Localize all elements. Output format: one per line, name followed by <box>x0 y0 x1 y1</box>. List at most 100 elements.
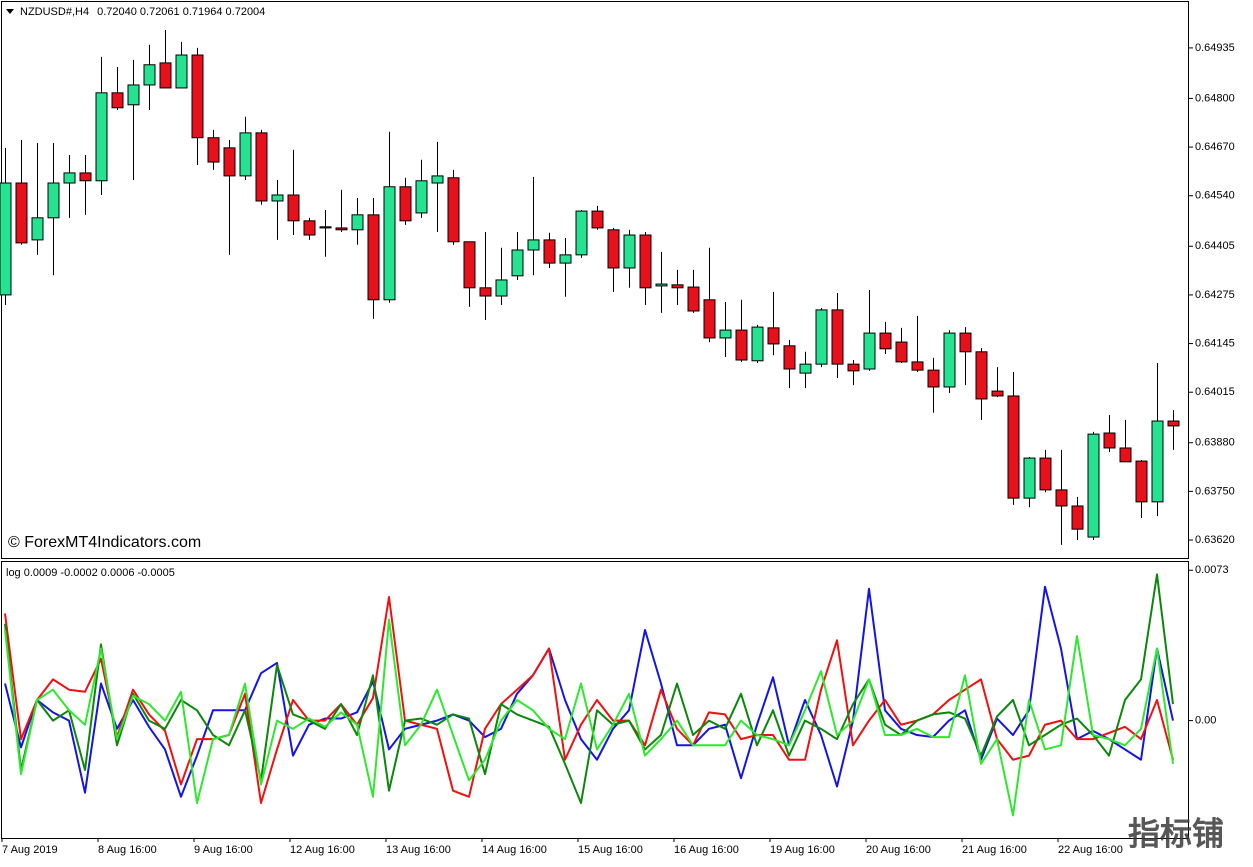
indicator-title: log 0.0009 -0.0002 0.0006 -0.0005 <box>6 567 175 579</box>
candle-body <box>1151 420 1164 503</box>
candle-body <box>415 180 428 214</box>
y-tick-label: 0.64275 <box>1195 289 1235 301</box>
x-tick-label: 16 Aug 16:00 <box>674 844 739 856</box>
candle-body <box>367 214 380 301</box>
candle-body <box>575 210 588 256</box>
candle-body <box>559 254 572 264</box>
candle-body <box>671 284 684 289</box>
candle-body <box>1119 447 1132 463</box>
y-tick-label: 0.00 <box>1195 715 1216 727</box>
candle-body <box>591 210 604 229</box>
candle-body <box>799 363 812 374</box>
indicator-panel <box>1 561 1189 839</box>
x-tick-label: 9 Aug 16:00 <box>194 844 253 856</box>
candle-body <box>959 332 972 353</box>
x-tick-label: 15 Aug 16:00 <box>578 844 643 856</box>
candle-body <box>1167 420 1180 427</box>
candle-body <box>447 177 460 243</box>
x-tick-label: 13 Aug 16:00 <box>386 844 451 856</box>
candle-body <box>1007 395 1020 499</box>
candle-body <box>623 234 636 269</box>
candle-body <box>303 220 316 236</box>
candle-body <box>1071 505 1084 530</box>
candle-body <box>0 182 12 296</box>
x-tick-label: 22 Aug 16:00 <box>1058 844 1123 856</box>
candle-body <box>335 227 348 231</box>
candle-body <box>783 345 796 370</box>
candle-body <box>239 132 252 177</box>
x-tick-label: 14 Aug 16:00 <box>482 844 547 856</box>
candle-body <box>207 137 220 163</box>
y-tick-label: 0.64670 <box>1195 141 1235 153</box>
candle-body <box>879 332 892 350</box>
menu-triangle <box>6 9 14 14</box>
symbol-title: NZDUSD#,H4 <box>20 6 89 18</box>
candle-body <box>159 62 172 89</box>
y-tick-label: 0.64935 <box>1195 42 1235 54</box>
y-tick-label: 0.64145 <box>1195 337 1235 349</box>
candle-body <box>79 172 92 182</box>
x-tick-label: 7 Aug 2019 <box>2 844 58 856</box>
candle-body <box>127 84 140 106</box>
y-tick-label: 0.0073 <box>1195 564 1229 576</box>
y-tick-label: 0.64540 <box>1195 190 1235 202</box>
y-tick-label: 0.64405 <box>1195 240 1235 252</box>
candle-body <box>895 341 908 363</box>
candle-body <box>111 92 124 109</box>
y-tick-label: 0.64800 <box>1195 92 1235 104</box>
candle-body <box>655 283 668 287</box>
candle-body <box>687 286 700 312</box>
candle-body <box>639 234 652 289</box>
corner-watermark: 指标铺 <box>1128 815 1224 851</box>
candle-body <box>463 241 476 289</box>
candle-body <box>991 390 1004 397</box>
candle-body <box>751 326 764 362</box>
candle-body <box>143 64 156 86</box>
candle-body <box>351 214 364 231</box>
indicator-line <box>4 618 1174 817</box>
candle-body <box>383 186 396 301</box>
candle-body <box>703 299 716 339</box>
candle-body <box>319 226 332 229</box>
x-tick-label: 8 Aug 16:00 <box>98 844 157 856</box>
candle-body <box>527 239 540 251</box>
x-tick-label: 21 Aug 16:00 <box>962 844 1027 856</box>
candle-body <box>399 186 412 222</box>
ohlc-text: 0.72040 0.72061 0.71964 0.72004 <box>97 6 265 18</box>
candle-body <box>255 132 268 202</box>
candle-body <box>607 229 620 269</box>
candle-body <box>63 172 76 184</box>
candle-body <box>287 194 300 222</box>
candle-body <box>223 147 236 177</box>
candle-body <box>767 327 780 345</box>
candle-body <box>495 279 508 297</box>
y-tick-label: 0.63750 <box>1195 485 1235 497</box>
y-tick-label: 0.63880 <box>1195 437 1235 449</box>
candle-body <box>431 175 444 184</box>
candle-body <box>943 332 956 388</box>
candle-body <box>1087 433 1100 538</box>
candle-body <box>1039 457 1052 491</box>
candle-body <box>15 182 28 244</box>
candle-body <box>735 329 748 361</box>
candle-body <box>479 287 492 297</box>
candle-body <box>847 363 860 372</box>
candle-body <box>863 332 876 370</box>
watermark: © ForexMT4Indicators.com <box>8 534 201 551</box>
candle-body <box>95 92 108 182</box>
candle-body <box>831 309 844 365</box>
chart-header: NZDUSD#,H4 0.72040 0.72061 0.71964 0.7200… <box>20 6 265 18</box>
candle-body <box>543 239 556 264</box>
x-tick-label: 19 Aug 16:00 <box>770 844 835 856</box>
x-tick-label: 12 Aug 16:00 <box>290 844 355 856</box>
candle-body <box>31 217 44 241</box>
candle-body <box>911 361 924 371</box>
candle-body <box>47 182 60 219</box>
candle-body <box>1103 432 1116 449</box>
candle-body <box>271 194 284 202</box>
y-tick-label: 0.63620 <box>1195 534 1235 546</box>
candle-body <box>511 249 524 277</box>
